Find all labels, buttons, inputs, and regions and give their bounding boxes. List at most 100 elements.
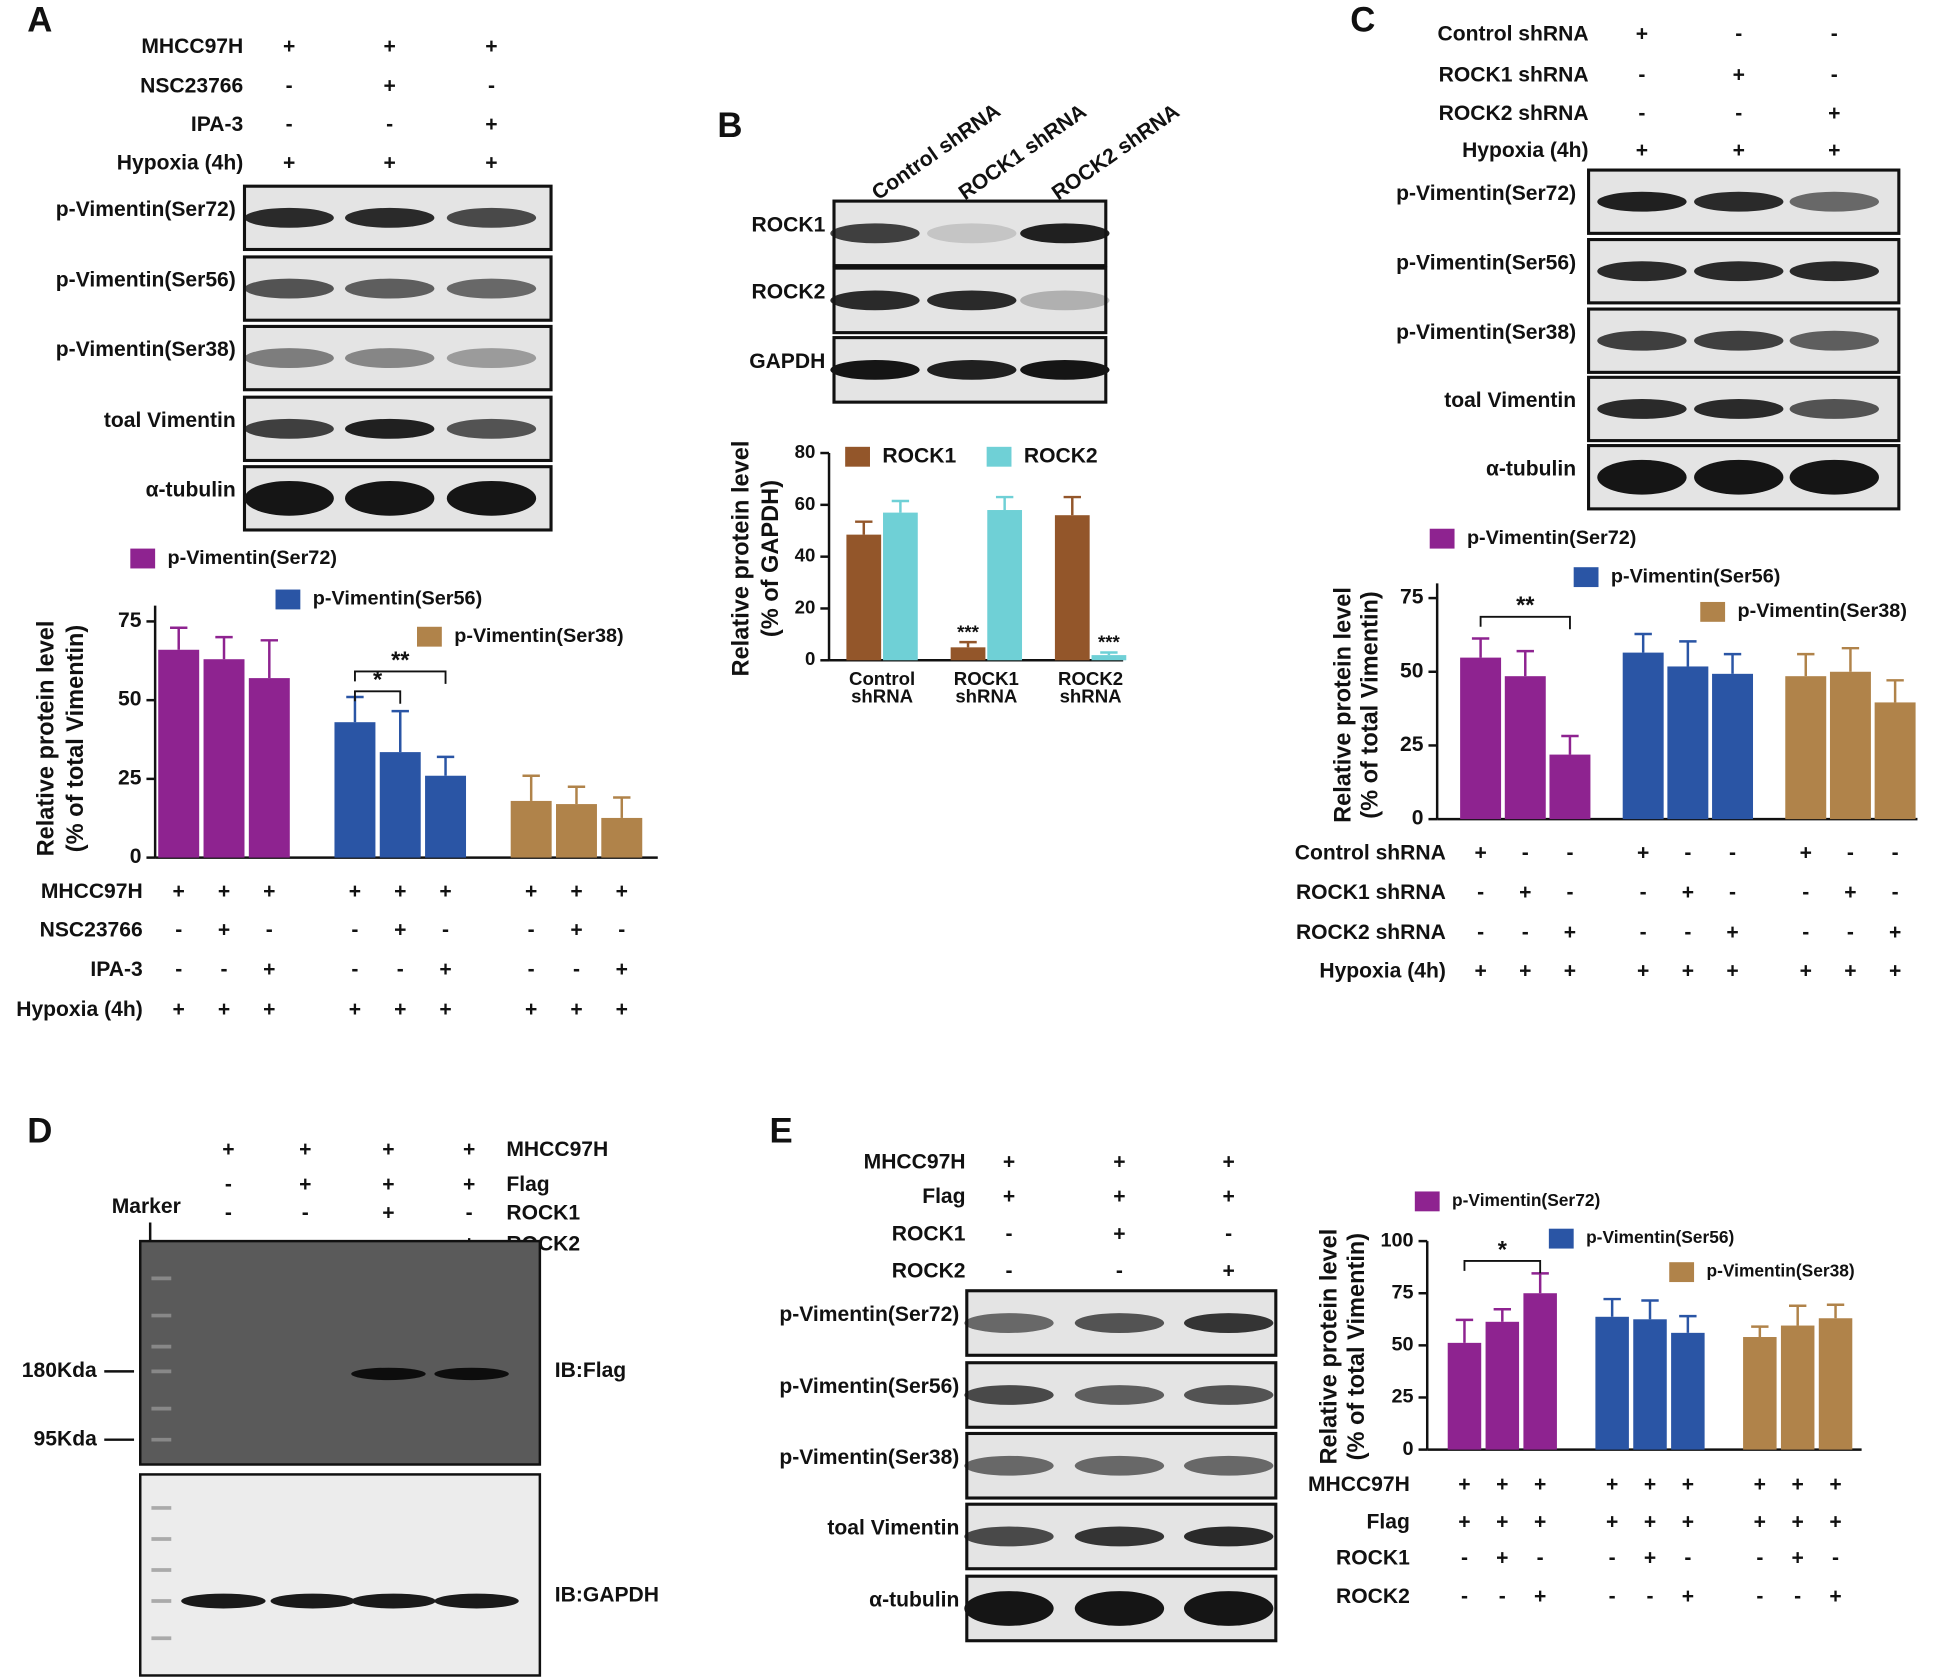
blot-label: p-Vimentin(Ser56) [1396,251,1576,274]
condition-label: Control shRNA [1438,22,1589,45]
condition-label: ROCK1 shRNA [1296,881,1446,904]
band [1597,399,1687,419]
condition-label: Flag [922,1185,965,1208]
condition-sign: - [442,918,449,941]
condition-label: NSC23766 [140,74,243,97]
legend-label: p-Vimentin(Ser56) [1611,565,1780,587]
condition-sign: - [528,918,535,941]
condition-sign: + [218,918,230,941]
condition-sign: - [1640,881,1647,904]
band [1694,330,1784,351]
band [1789,399,1879,419]
condition-sign: - [1729,841,1736,864]
marker-label: Marker [112,1195,181,1218]
condition-sign: + [616,998,628,1021]
band [351,1593,436,1609]
y-tick-label: 50 [1400,659,1423,682]
condition-label: IPA-3 [90,958,142,981]
condition-sign: + [1733,139,1745,162]
condition-sign: - [1802,881,1809,904]
legend-swatch [417,626,442,647]
band [446,207,537,228]
condition-label: ROCK1 [1336,1546,1410,1569]
x-tick-label: ROCK1 shRNA [954,668,1019,706]
band [1074,1591,1165,1626]
condition-label: ROCK2 shRNA [1439,102,1589,125]
bar [1874,702,1916,820]
condition-sign: + [1844,959,1856,982]
blot-label: p-Vimentin(Ser38) [1396,321,1576,344]
condition-label: Flag [506,1173,549,1196]
panel-letter: A [27,2,52,40]
significance-bracket [1463,1260,1542,1274]
blot-label: toal Vimentin [104,409,236,432]
band [1694,459,1784,495]
condition-sign: + [1682,1510,1694,1533]
condition-sign: - [225,1201,232,1224]
bar [1054,515,1090,661]
bar [1091,655,1127,661]
blot-label: α-tubulin [869,1589,959,1612]
condition-sign: - [1638,102,1645,125]
blot-label: p-Vimentin(Ser72) [1396,182,1576,205]
condition-sign: + [1644,1473,1656,1496]
condition-label: MHCC97H [506,1138,608,1161]
significance-label: *** [1098,632,1120,653]
condition-label: Hypoxia (4h) [117,151,244,174]
condition-sign: - [175,918,182,941]
condition-sign: + [1644,1546,1656,1569]
band [830,223,920,244]
condition-label: ROCK1 [506,1201,580,1224]
condition-sign: + [1606,1473,1618,1496]
condition-sign: + [1644,1510,1656,1533]
condition-sign: + [1733,63,1745,86]
condition-sign: + [1726,921,1738,944]
band [927,223,1017,244]
blot-label: p-Vimentin(Ser56) [779,1375,959,1398]
condition-sign: + [1682,1585,1694,1608]
band [830,359,920,380]
band [244,418,334,439]
condition-sign: + [263,880,275,903]
condition-sign: - [1729,881,1736,904]
y-axis-label: (% of total Vimentin) [1357,591,1383,818]
band [244,278,334,299]
bar [1447,1342,1482,1450]
condition-sign: - [1756,1546,1763,1569]
bar [379,752,421,858]
band [1074,1385,1165,1405]
condition-sign: + [1800,841,1812,864]
y-axis-label: Relative protein level [727,441,753,677]
blot-label: GAPDH [749,350,825,373]
condition-sign: - [1537,1546,1544,1569]
condition-sign: + [439,958,451,981]
band [964,1313,1054,1333]
size-label: 95Kda [34,1427,98,1450]
blot-label: IB:Flag [555,1359,626,1382]
condition-sign: + [570,998,582,1021]
condition-sign: - [1832,1546,1839,1569]
condition-sign: + [1792,1473,1804,1496]
y-tick-label: 40 [795,545,816,566]
y-tick-label: 0 [130,845,142,868]
band [244,348,334,369]
condition-sign: + [1458,1510,1470,1533]
band [964,1455,1054,1476]
condition-sign: - [1566,881,1573,904]
band [345,207,435,228]
condition-sign: + [1829,1473,1841,1496]
condition-sign: - [351,918,358,941]
condition-sign: - [1461,1585,1468,1608]
bar [556,804,597,858]
condition-sign: + [1496,1473,1508,1496]
band [446,278,537,299]
condition-sign: + [1474,841,1486,864]
condition-label: ROCK2 shRNA [1296,921,1446,944]
y-axis-label: (% of GAPDH) [757,480,783,637]
band [345,278,435,299]
legend-swatch [845,446,870,467]
y-tick-label: 50 [118,688,141,711]
condition-sign: + [439,880,451,903]
condition-sign: - [1802,921,1809,944]
condition-sign: - [1831,22,1838,45]
